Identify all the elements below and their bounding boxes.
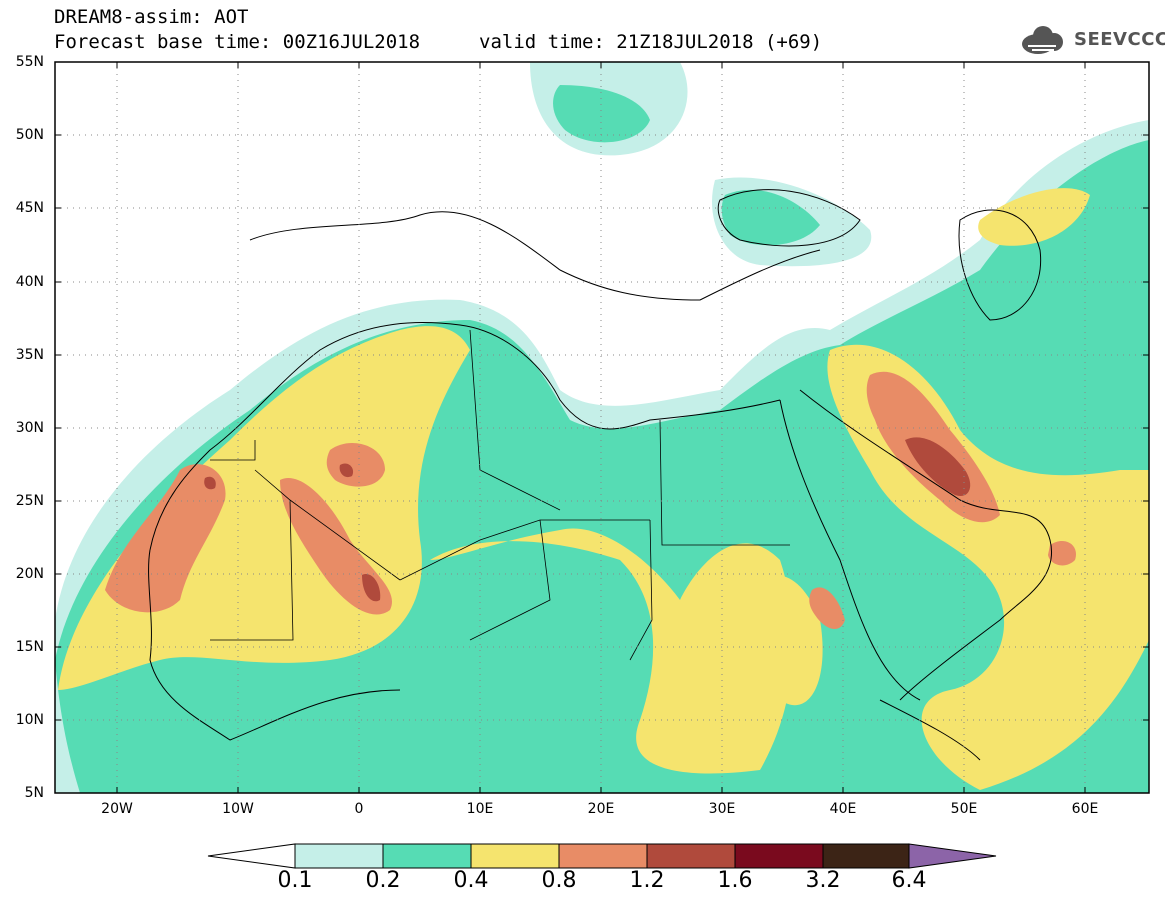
- graticule: [55, 62, 1149, 793]
- coast-blacksea: [717, 189, 861, 247]
- map-frame: [54, 61, 1150, 794]
- lat-label: 20N: [15, 566, 44, 582]
- forecast-base-time: Forecast base time: 00Z16JUL2018: [54, 31, 421, 53]
- lon-label: 40E: [829, 801, 857, 817]
- lat-label: 30N: [15, 420, 44, 436]
- colorbar-label: 1.6: [717, 868, 753, 893]
- aot-band-04-caspian: [978, 188, 1090, 246]
- aot-band-08-west: [105, 464, 226, 613]
- map-title: DREAM8-assim: AOT: [54, 6, 249, 28]
- colorbar-label: 0.1: [277, 868, 313, 893]
- lat-label: 45N: [15, 200, 44, 216]
- axis-ticks: [55, 61, 1149, 794]
- lon-label: 20E: [587, 801, 615, 817]
- lon-label: 50E: [950, 801, 978, 817]
- seevccc-logo: [1022, 26, 1063, 54]
- aot-band-02-blacksea: [721, 189, 820, 246]
- lat-label: 10N: [15, 712, 44, 728]
- colorbar-label: 1.2: [629, 868, 665, 893]
- aot-band-12-mali: [362, 574, 381, 602]
- aot-band-04-central: [430, 528, 794, 774]
- aot-contours: [55, 62, 1149, 793]
- coast-horn: [879, 699, 981, 761]
- colorbar-label: 6.4: [891, 868, 927, 893]
- aot-band-04-arabia: [737, 575, 823, 706]
- coast-caspian: [958, 209, 1042, 321]
- aot-band-12-algeria: [339, 463, 354, 478]
- lat-label: 55N: [15, 54, 44, 70]
- lon-label: 10E: [466, 801, 494, 817]
- colorbar-label: 0.8: [541, 868, 577, 893]
- coast-europe: [249, 211, 821, 301]
- coast-red-sea: [779, 399, 921, 701]
- aot-band-08-sudan: [809, 587, 845, 630]
- lat-label: 25N: [15, 493, 44, 509]
- lat-label: 50N: [15, 127, 44, 143]
- aot-band-12-west: [204, 476, 216, 490]
- lon-label: 10W: [222, 801, 254, 817]
- logo-text: SEEVCCC: [1074, 29, 1165, 50]
- lat-label: 35N: [15, 347, 44, 363]
- colorbar-label: 3.2: [805, 868, 841, 893]
- valid-time: valid time: 21Z18JUL2018 (+69): [479, 31, 823, 53]
- coastlines: [148, 189, 1053, 761]
- aot-band-08-oman: [1048, 540, 1076, 566]
- cloud-icon: [1022, 26, 1063, 54]
- aot-band-12-iraq: [905, 437, 971, 496]
- lon-label: 0: [354, 801, 364, 817]
- aot-band-08-algeria: [326, 442, 385, 487]
- colorbar-label: 0.2: [365, 868, 401, 893]
- coast-west-africa: [148, 549, 401, 741]
- lon-label: 20W: [101, 801, 133, 817]
- lat-label: 15N: [15, 639, 44, 655]
- lon-label: 60E: [1071, 801, 1099, 817]
- colorbar-label: 0.4: [453, 868, 489, 893]
- aot-band-02-north: [553, 85, 650, 143]
- lat-label: 40N: [15, 274, 44, 290]
- coast-arabia: [799, 389, 1053, 701]
- coast-north-africa: [149, 322, 781, 551]
- lat-label: 5N: [24, 785, 44, 801]
- lon-label: 30E: [708, 801, 736, 817]
